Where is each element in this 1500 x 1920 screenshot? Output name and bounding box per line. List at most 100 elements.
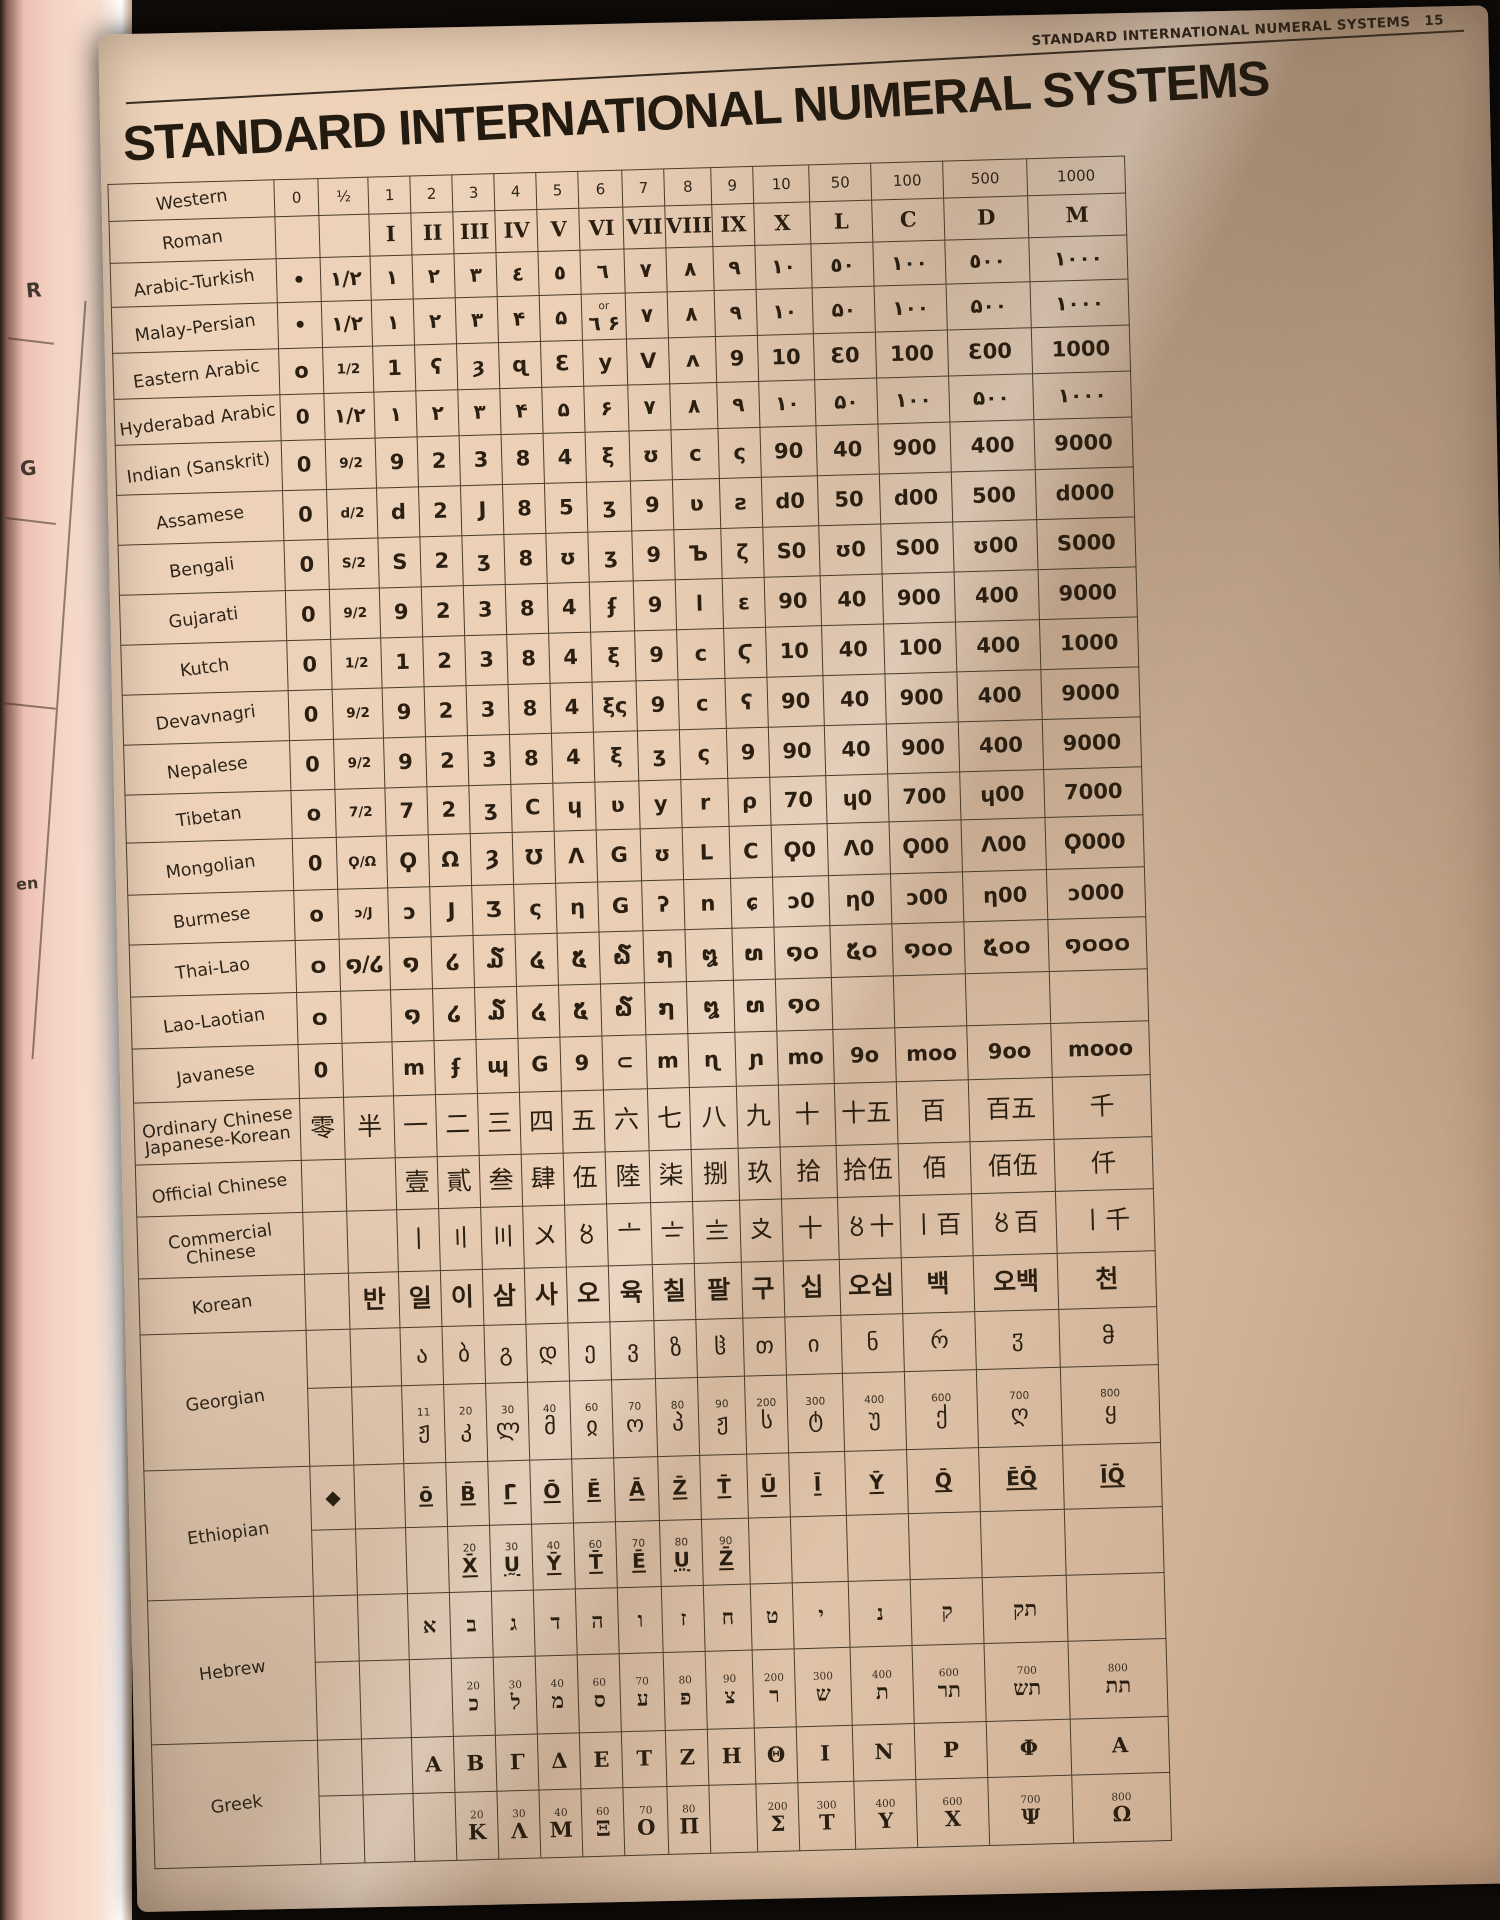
numeral-cell	[350, 1327, 402, 1388]
system-label: Devavnagri	[122, 690, 290, 746]
numeral-cell: ƨ	[719, 477, 763, 529]
numeral-cell: •	[277, 301, 323, 349]
numeral-cell: ɥ00	[959, 769, 1046, 820]
numeral-cell: 80 პ	[655, 1377, 700, 1457]
system-label: Mongolian	[126, 838, 295, 896]
numeral-cell: 600 ქ	[904, 1369, 979, 1450]
numeral-cell: L	[809, 200, 873, 244]
numeral-cell: Γ̄	[488, 1460, 532, 1526]
numeral-cell: 70 Ο	[623, 1786, 670, 1856]
numeral-cell: d	[376, 486, 421, 539]
numeral-cell: ɔ	[387, 886, 432, 938]
numeral-cell	[345, 1157, 397, 1212]
numeral-cell: 零	[299, 1097, 346, 1161]
numeral-cell: Ɛ0	[813, 332, 877, 380]
system-label: Indian (Sanskrit)	[115, 440, 283, 496]
numeral-cell: ξ	[593, 730, 640, 783]
numeral-cell: 0	[289, 739, 336, 791]
numeral-cell: Θ	[754, 1726, 798, 1784]
numeral-cell: ١٠٠	[872, 240, 947, 287]
numeral-cell: ʒ	[588, 530, 634, 583]
numeral-cell: 700 תש	[984, 1641, 1071, 1722]
system-label: Gujarati	[119, 590, 288, 646]
numeral-cell: c	[671, 428, 720, 480]
numeral-cell: Z̄	[657, 1455, 702, 1521]
numeral-cell: ʊ0	[818, 524, 883, 576]
numeral-cell: 佰	[898, 1141, 972, 1196]
system-label: Hebrew	[147, 1596, 318, 1745]
numeral-cell: ȝ	[456, 342, 501, 390]
numeral-cell: 8	[509, 733, 554, 785]
numeral-cell	[908, 1511, 983, 1580]
page-number: 15	[1424, 12, 1445, 30]
numeral-cell: ໕	[558, 984, 603, 1038]
numeral-cell: 2	[420, 535, 464, 587]
numeral-cell: Ζ	[665, 1729, 710, 1787]
numeral-table: Western 0 ½ 1 2 3 4 5 6 7 8 9 10 50 100 500 1000 Roman I II…	[107, 156, 1172, 1870]
left-page-fragment: G	[18, 455, 38, 481]
numeral-cell	[1066, 1572, 1166, 1642]
numeral-cell: 90 צ	[705, 1650, 755, 1730]
numeral-cell: ჳ	[974, 1309, 1061, 1370]
numeral-cell: ໒	[432, 987, 477, 1041]
left-page-rule	[4, 702, 56, 710]
numeral-cell: ໖	[599, 930, 645, 985]
numeral-cell: 〩	[739, 1199, 784, 1263]
numeral-cell: ξς	[592, 680, 638, 733]
numeral-cell: 800 Ω	[1071, 1772, 1172, 1844]
numeral-cell: 400	[949, 419, 1036, 473]
numeral-cell	[709, 1783, 758, 1854]
numeral-cell: ʒ	[469, 784, 513, 834]
numeral-cell: 八	[689, 1086, 739, 1150]
system-label: Nepalese	[123, 740, 292, 796]
numeral-cell: d0	[761, 475, 819, 528]
numeral-cell: 〡	[396, 1208, 441, 1272]
numeral-cell: ໗	[644, 981, 689, 1035]
numeral-cell	[361, 1737, 414, 1795]
numeral-cell: 400	[956, 669, 1043, 722]
numeral-cell: 9/2	[333, 737, 386, 790]
numeral-cell: ɲ	[734, 1031, 779, 1087]
numeral-cell: 400	[954, 569, 1040, 622]
numeral-cell: 9	[383, 736, 428, 788]
numeral-cell: ٥٠٠	[944, 237, 1031, 285]
numeral-cell: ۷	[625, 291, 669, 340]
numeral-cell: 四	[519, 1091, 564, 1155]
numeral-cell: ו	[617, 1586, 664, 1654]
numeral-cell: 貳	[437, 1155, 481, 1209]
numeral-cell: 2	[422, 635, 467, 687]
numeral-cell	[354, 1463, 406, 1530]
numeral-cell	[409, 1658, 454, 1738]
numeral-cell: ɋ	[498, 341, 543, 389]
numeral-cell: 90	[768, 725, 826, 778]
numeral-cell: D	[943, 195, 1029, 241]
numeral-cell: 9	[634, 629, 679, 681]
numeral-cell: d00	[879, 472, 953, 525]
numeral-cell: 4	[547, 582, 591, 634]
numeral-cell: 9	[715, 335, 759, 383]
numeral-cell: 20 כ	[451, 1657, 496, 1737]
numeral-cell: Ɛ00	[947, 327, 1033, 377]
numeral-cell: Λ0	[827, 821, 891, 876]
numeral-cell: ໑	[390, 988, 435, 1042]
numeral-cell: ς	[679, 728, 728, 780]
numeral-cell: o	[291, 789, 337, 839]
column-header: ½	[318, 177, 370, 216]
numeral-cell	[846, 1513, 911, 1582]
numeral-cell: 20 კ	[443, 1383, 489, 1463]
numeral-cell: ١/٢	[320, 256, 372, 302]
numeral-cell: ʋ	[672, 478, 721, 530]
numeral-cell: 40	[824, 723, 888, 776]
numeral-cell: ۸	[667, 290, 716, 338]
numeral-cell: ໓	[474, 986, 519, 1040]
numeral-cell: 4	[543, 432, 587, 484]
numeral-cell: 8	[508, 683, 552, 735]
numeral-cell: Ū	[746, 1452, 791, 1519]
numeral-cell: 구	[741, 1261, 785, 1319]
system-label: Georgian	[140, 1330, 311, 1471]
numeral-cell	[1064, 1506, 1165, 1576]
numeral-cell: ה	[575, 1587, 620, 1655]
numeral-cell: 2	[421, 585, 465, 637]
left-page-rule	[6, 516, 56, 526]
